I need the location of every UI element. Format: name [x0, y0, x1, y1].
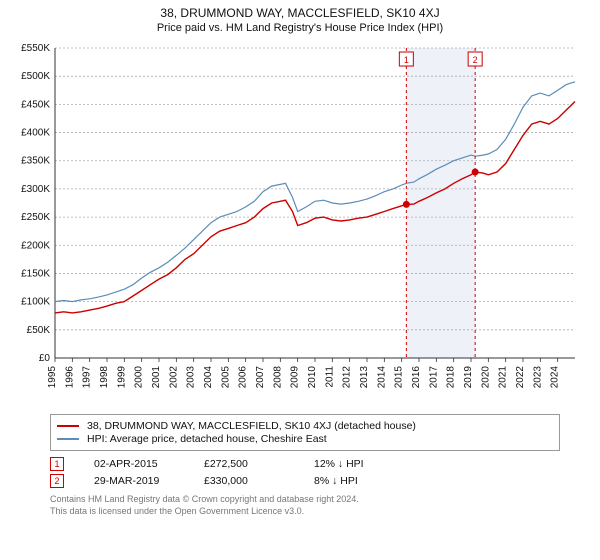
price-chart: £0 £50K £100K £150K £200K £250K £300K £350K £400…	[0, 38, 600, 408]
svg-text:2004: 2004	[203, 366, 214, 389]
footer-line: Contains HM Land Registry data © Crown c…	[50, 494, 600, 506]
table-row: 2 29-MAR-2019 £330,000 8% ↓ HPI	[50, 474, 600, 488]
svg-text:£100K: £100K	[21, 297, 50, 308]
svg-text:2008: 2008	[272, 366, 283, 389]
svg-text:2015: 2015	[394, 366, 405, 389]
svg-text:1999: 1999	[116, 366, 127, 389]
legend-swatch	[57, 438, 79, 440]
svg-text:£50K: £50K	[27, 325, 51, 336]
legend-swatch	[57, 425, 79, 427]
svg-text:1998: 1998	[99, 366, 110, 389]
svg-text:2000: 2000	[134, 366, 145, 389]
footer: Contains HM Land Registry data © Crown c…	[50, 494, 600, 517]
svg-text:1: 1	[404, 55, 409, 65]
svg-text:£450K: £450K	[21, 99, 50, 110]
svg-text:£400K: £400K	[21, 128, 50, 139]
svg-text:2012: 2012	[342, 366, 353, 389]
svg-text:£150K: £150K	[21, 268, 50, 279]
transactions-table: 1 02-APR-2015 £272,500 12% ↓ HPI 2 29-MA…	[50, 457, 600, 488]
txn-date: 29-MAR-2019	[94, 475, 174, 487]
legend: 38, DRUMMOND WAY, MACCLESFIELD, SK10 4XJ…	[50, 414, 560, 451]
svg-text:2014: 2014	[376, 366, 387, 389]
svg-text:1996: 1996	[64, 366, 75, 389]
svg-text:1995: 1995	[47, 366, 58, 389]
svg-text:2021: 2021	[498, 366, 509, 389]
legend-label: 38, DRUMMOND WAY, MACCLESFIELD, SK10 4XJ…	[87, 420, 416, 432]
svg-text:2009: 2009	[290, 366, 301, 389]
svg-text:2005: 2005	[220, 366, 231, 389]
svg-text:2011: 2011	[324, 366, 335, 388]
svg-text:£550K: £550K	[21, 43, 50, 54]
svg-text:2001: 2001	[151, 366, 162, 389]
svg-text:2006: 2006	[238, 366, 249, 389]
svg-text:2: 2	[473, 55, 478, 65]
svg-text:2010: 2010	[307, 366, 318, 389]
svg-text:£300K: £300K	[21, 184, 50, 195]
svg-text:2022: 2022	[515, 366, 526, 389]
svg-text:2020: 2020	[480, 366, 491, 389]
svg-text:2003: 2003	[186, 366, 197, 389]
txn-delta: 12% ↓ HPI	[314, 458, 394, 470]
svg-text:2016: 2016	[411, 366, 422, 389]
txn-delta: 8% ↓ HPI	[314, 475, 394, 487]
svg-text:1997: 1997	[82, 366, 93, 389]
txn-date: 02-APR-2015	[94, 458, 174, 470]
marker-badge: 1	[50, 457, 64, 471]
footer-line: This data is licensed under the Open Gov…	[50, 506, 600, 518]
svg-text:2023: 2023	[532, 366, 543, 389]
page-subtitle: Price paid vs. HM Land Registry's House …	[0, 22, 600, 34]
legend-item: 38, DRUMMOND WAY, MACCLESFIELD, SK10 4XJ…	[57, 420, 553, 432]
svg-text:2024: 2024	[550, 366, 561, 389]
svg-text:2002: 2002	[168, 366, 179, 389]
legend-item: HPI: Average price, detached house, Ches…	[57, 433, 553, 445]
svg-text:£200K: £200K	[21, 240, 50, 251]
svg-text:£500K: £500K	[21, 71, 50, 82]
svg-text:£0: £0	[39, 353, 51, 364]
txn-price: £272,500	[204, 458, 284, 470]
legend-label: HPI: Average price, detached house, Ches…	[87, 433, 327, 445]
table-row: 1 02-APR-2015 £272,500 12% ↓ HPI	[50, 457, 600, 471]
page-title: 38, DRUMMOND WAY, MACCLESFIELD, SK10 4XJ	[0, 6, 600, 20]
chart-svg: £0 £50K £100K £150K £200K £250K £300K £350K £400…	[0, 38, 600, 408]
svg-text:£250K: £250K	[21, 212, 50, 223]
svg-text:2019: 2019	[463, 366, 474, 389]
svg-text:2018: 2018	[446, 366, 457, 389]
svg-text:2013: 2013	[359, 366, 370, 389]
svg-text:2017: 2017	[428, 366, 439, 389]
txn-price: £330,000	[204, 475, 284, 487]
svg-text:2007: 2007	[255, 366, 266, 389]
marker-badge: 2	[50, 474, 64, 488]
svg-text:£350K: £350K	[21, 156, 50, 167]
